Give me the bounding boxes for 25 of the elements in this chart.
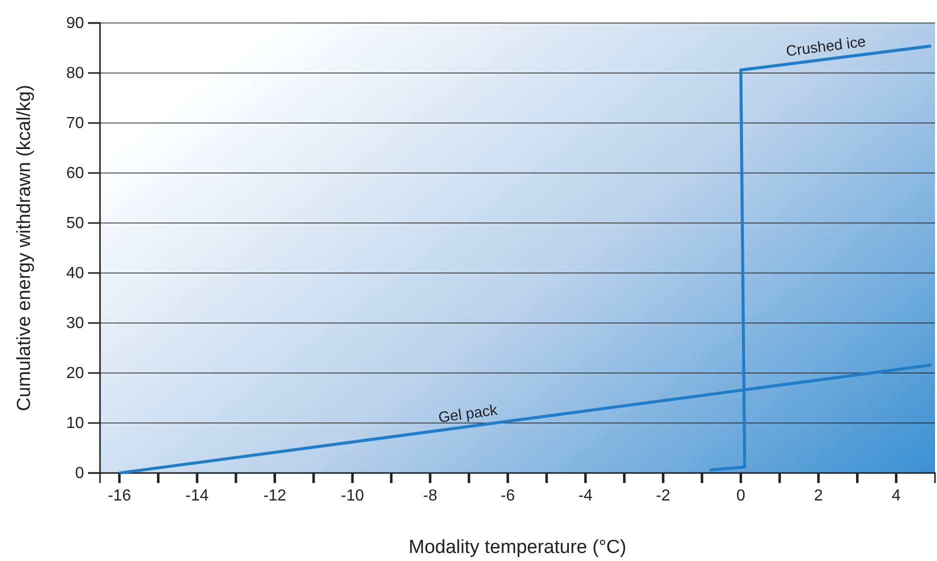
y-tick-label: 0 — [75, 465, 84, 482]
x-tick-label: -8 — [423, 487, 438, 504]
text: Crushed ice — [785, 33, 867, 60]
x-tick-label: 2 — [814, 487, 824, 504]
x-tick-label: 0 — [736, 487, 746, 504]
y-tick-label: 70 — [66, 115, 84, 132]
text: Gel pack — [437, 402, 499, 426]
y-tick-label: 20 — [66, 365, 84, 382]
x-tick-label: 4 — [892, 487, 901, 504]
x-tick-label: -6 — [500, 487, 515, 504]
x-tick-label: -12 — [263, 487, 286, 504]
y-tick-label: 40 — [66, 265, 84, 282]
y-tick-label: 30 — [66, 315, 84, 332]
x-tick-label: -14 — [186, 487, 209, 504]
y-tick-label: 80 — [66, 65, 84, 82]
x-tick-label: -10 — [340, 487, 364, 504]
x-tick-label: -16 — [108, 487, 132, 504]
y-tick-label: 10 — [66, 415, 84, 432]
y-axis-title: Cumulative energy withdrawn (kcal/kg) — [14, 84, 35, 412]
x-axis-title: Modality temperature (°C) — [408, 537, 626, 558]
y-tick-label: 90 — [66, 15, 84, 32]
y-tick-label: 50 — [66, 215, 84, 232]
x-tick-label: -2 — [656, 487, 670, 504]
x-tick-label: -4 — [578, 487, 593, 504]
y-tick-label: 60 — [66, 165, 84, 182]
